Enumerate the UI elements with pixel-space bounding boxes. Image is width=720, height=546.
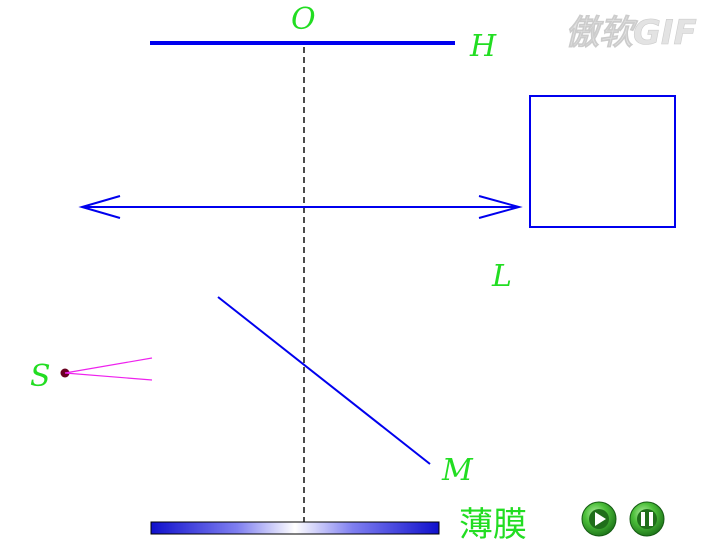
label-film: 薄膜: [459, 505, 527, 545]
mirror-m: [217, 296, 431, 465]
label-s: S: [30, 359, 51, 394]
watermark-text: 傲软GIF: [565, 13, 697, 53]
ray-lower: [64, 372, 153, 381]
play-icon: [595, 512, 606, 526]
viewing-box: [529, 95, 676, 228]
pause-button[interactable]: [629, 501, 665, 537]
label-m: M: [441, 453, 474, 488]
thin-film: [150, 521, 440, 535]
pause-icon: [641, 512, 653, 526]
lens-l: [78, 195, 523, 219]
label-o: O: [291, 2, 316, 37]
play-button[interactable]: [581, 501, 617, 537]
label-l: L: [491, 259, 512, 294]
label-h: H: [469, 29, 497, 64]
ray-upper: [64, 357, 153, 374]
